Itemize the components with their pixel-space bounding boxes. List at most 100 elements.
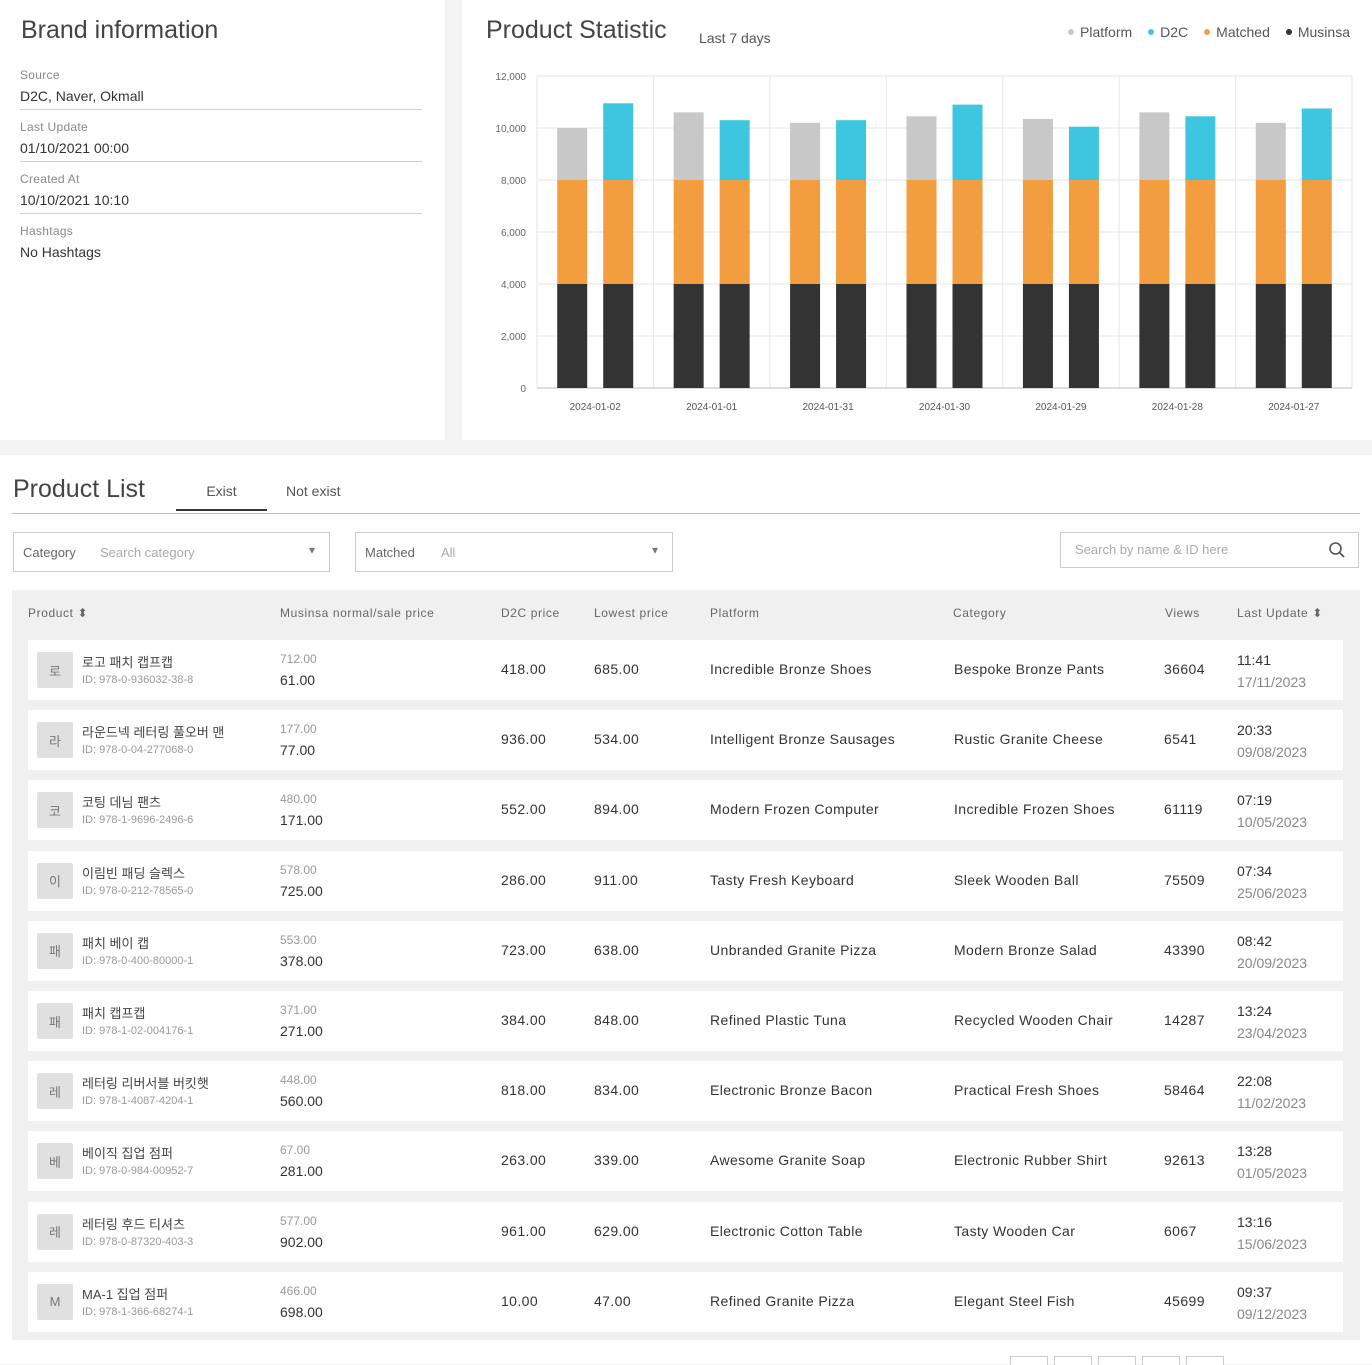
last-update-field: Last Update 01/10/2021 00:00 (20, 120, 422, 162)
category-select-placeholder: Search category (100, 545, 195, 560)
d2c-price: 936.00 (501, 731, 547, 748)
category-select[interactable]: Category Search category ▾ (13, 532, 330, 572)
table-row[interactable]: 라 라운드넥 레터링 풀오버 맨 ID: 978-0-04-277068-0 177.… (28, 710, 1343, 771)
bar-d2c (1301, 108, 1332, 180)
product-name[interactable]: 레터링 리버서블 버킷햇 (82, 1076, 209, 1092)
last-update-time: 20:33 (1237, 722, 1273, 739)
category-cell: Sleek Wooden Ball (954, 871, 1079, 888)
page-button[interactable] (1142, 1356, 1180, 1365)
matched-select[interactable]: Matched All ▾ (355, 532, 673, 572)
product-name[interactable]: 코팅 데님 팬츠 (82, 795, 161, 811)
tab-exist[interactable]: Exist (176, 483, 267, 511)
category-cell: Incredible Frozen Shoes (954, 801, 1115, 818)
sort-icon[interactable]: ⬍ (1312, 606, 1323, 620)
header-product-label: Product (28, 606, 74, 620)
table-row[interactable]: 레 레터링 후드 티셔츠 ID: 978-0-87320-403-3 577.00 90… (28, 1201, 1343, 1262)
last-update-date: 17/11/2023 (1237, 674, 1307, 690)
bar-matched (1022, 180, 1053, 284)
views-cell: 36604 (1164, 661, 1205, 677)
page-button[interactable] (1098, 1356, 1136, 1365)
product-table: Product ⬍ Musinsa normal/sale price D2C … (12, 590, 1360, 1340)
sort-icon[interactable]: ⬍ (77, 606, 89, 620)
product-thumbnail: 레 (37, 1213, 73, 1250)
x-tick-label: 2024-01-27 (1268, 402, 1320, 413)
header-views: Views (1165, 606, 1200, 620)
legend-platform[interactable]: Platform (1068, 24, 1132, 40)
statistic-subtitle: Last 7 days (699, 30, 771, 46)
legend-musinsa[interactable]: Musinsa (1285, 24, 1350, 40)
chart-legend: Platform D2C Matched Musinsa (1068, 24, 1350, 40)
table-row[interactable]: 패 패치 베이 캡 ID: 978-0-400-80000-1 553.00 378.0… (28, 920, 1343, 981)
header-musinsa-price: Musinsa normal/sale price (280, 606, 435, 620)
legend-matched[interactable]: Matched (1204, 24, 1270, 40)
header-lowest-price: Lowest price (594, 606, 669, 620)
product-id: ID: 978-1-02-004176-1 (82, 1025, 194, 1037)
product-thumbnail: 라 (37, 722, 73, 759)
legend-platform-label: Platform (1080, 24, 1133, 40)
musinsa-sale-price: 61.00 (280, 672, 316, 688)
last-update-time: 11:41 (1237, 652, 1271, 668)
product-name[interactable]: 패치 캡프캡 (82, 1006, 146, 1021)
bar-musinsa (1022, 284, 1053, 388)
musinsa-sale-price: 281.00 (280, 1163, 323, 1180)
table-row[interactable]: M MA-1 집업 점퍼 ID: 978-1-366-68274-1 466.00 69… (28, 1271, 1343, 1332)
d2c-price: 286.00 (501, 871, 547, 888)
tab-not-exist[interactable]: Not exist (286, 483, 341, 499)
header-product[interactable]: Product ⬍ (28, 606, 88, 620)
lowest-price: 911.00 (594, 871, 639, 888)
header-last-update[interactable]: Last Update ⬍ (1237, 606, 1323, 620)
bar-platform (557, 128, 588, 180)
product-name[interactable]: 베이직 집업 점퍼 (82, 1146, 173, 1162)
legend-matched-dot (1204, 29, 1211, 35)
bar-matched (1068, 180, 1099, 284)
last-update-time: 13:24 (1237, 1003, 1273, 1019)
d2c-price: 552.00 (501, 801, 547, 818)
last-update-label: Last Update (20, 120, 89, 134)
bar-matched (603, 180, 634, 284)
lowest-price: 629.00 (594, 1222, 640, 1239)
table-row[interactable]: 로 로고 패치 캡프캡 ID: 978-0-936032-38-8 712.00 61.… (28, 640, 1343, 700)
lowest-price: 47.00 (594, 1292, 632, 1309)
table-row[interactable]: 코 코팅 데님 팬츠 ID: 978-1-9696-2496-6 480.00 171.… (28, 780, 1343, 841)
category-cell: Elegant Steel Fish (954, 1292, 1075, 1309)
musinsa-sale-price: 378.00 (280, 952, 323, 969)
last-update-time: 13:16 (1237, 1213, 1273, 1230)
category-cell: Bespoke Bronze Pants (954, 661, 1105, 677)
created-at-label: Created At (20, 172, 80, 186)
bar-musinsa (603, 284, 634, 388)
search-icon[interactable] (1328, 541, 1346, 559)
legend-d2c[interactable]: D2C (1148, 24, 1188, 40)
last-update-date: 10/05/2023 (1237, 814, 1308, 831)
matched-select-label: Matched (365, 545, 415, 560)
musinsa-normal-price: 577.00 (280, 1213, 317, 1228)
product-name[interactable]: 라운드넥 레터링 풀오버 맨 (82, 725, 225, 741)
musinsa-normal-price: 67.00 (280, 1143, 311, 1158)
y-tick-label: 8,000 (501, 176, 526, 187)
d2c-price: 10.00 (501, 1292, 539, 1309)
bar-matched (1301, 180, 1332, 284)
product-thumbnail: 베 (37, 1143, 73, 1180)
header-category: Category (953, 606, 1007, 620)
source-label: Source (20, 68, 60, 82)
bar-d2c (603, 103, 634, 180)
product-name[interactable]: MA-1 집업 점퍼 (82, 1286, 169, 1302)
product-name[interactable]: 패치 베이 캡 (82, 935, 150, 951)
d2c-price: 263.00 (501, 1152, 547, 1169)
product-name[interactable]: 레터링 후드 티셔츠 (82, 1216, 185, 1232)
search-box (1060, 532, 1359, 568)
product-name[interactable]: 이림빈 패딩 슬렉스 (82, 865, 185, 881)
platform-cell: Refined Granite Pizza (710, 1292, 855, 1309)
table-row[interactable]: 패 패치 캡프캡 ID: 978-1-02-004176-1 371.00 271.00… (28, 991, 1343, 1051)
page-button[interactable] (1010, 1356, 1048, 1365)
table-row[interactable]: 베 베이직 집업 점퍼 ID: 978-0-984-00952-7 67.00 281.… (28, 1131, 1343, 1192)
page-button[interactable] (1054, 1356, 1092, 1365)
search-input[interactable] (1073, 541, 1317, 558)
table-row[interactable]: 레 레터링 리버서블 버킷햇 ID: 978-1-4087-4204-1 448.00… (28, 1061, 1343, 1122)
bar-musinsa (1255, 284, 1286, 388)
product-name[interactable]: 로고 패치 캡프캡 (82, 655, 173, 670)
lowest-price: 534.00 (594, 731, 640, 748)
page-button[interactable] (1186, 1356, 1224, 1365)
views-cell: 43390 (1164, 941, 1205, 958)
bar-d2c (836, 120, 867, 180)
table-row[interactable]: 이 이림빈 패딩 슬렉스 ID: 978-0-212-78565-0 578.00 72… (28, 850, 1343, 911)
